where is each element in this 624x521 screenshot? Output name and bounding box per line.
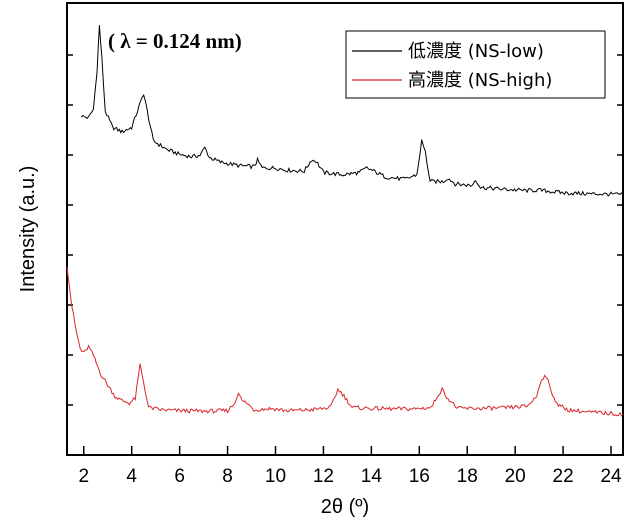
x-tick-label: 24 [600,466,622,487]
legend-label-ns-low: 低濃度 (NS-low) [408,41,544,62]
legend-box [345,30,606,99]
x-tick-label: 20 [505,466,526,487]
x-tick-label: 18 [457,466,478,487]
series-line-ns-low [80,25,624,197]
x-tick-label: 8 [222,466,233,487]
y-axis-title: Intensity (a.u.) [17,166,39,293]
x-tick-label: 12 [313,466,334,487]
x-tick-label: 10 [265,466,286,487]
legend: 低濃度 (NS-low) 高濃度 (NS-high) [345,30,606,99]
series-layer [66,25,624,417]
x-tick-label: 22 [553,466,574,487]
annotation-wavelength: ( λ = 0.124 nm) [108,29,242,53]
series-line-ns-high [66,267,624,417]
plot-frame [66,2,624,456]
legend-label-ns-high: 高濃度 (NS-high) [408,70,552,91]
x-tick-label: 14 [361,466,383,487]
x-tick-label: 16 [409,466,430,487]
x-axis-ticks: 2 4 6 8 10 12 14 16 18 20 22 24 [78,446,622,487]
x-axis-title: 2θ (º) [321,496,369,518]
x-tick-label: 4 [126,466,137,487]
x-tick-label: 6 [174,466,185,487]
y-axis-ticks [67,54,623,406]
x-tick-label: 2 [78,466,89,487]
